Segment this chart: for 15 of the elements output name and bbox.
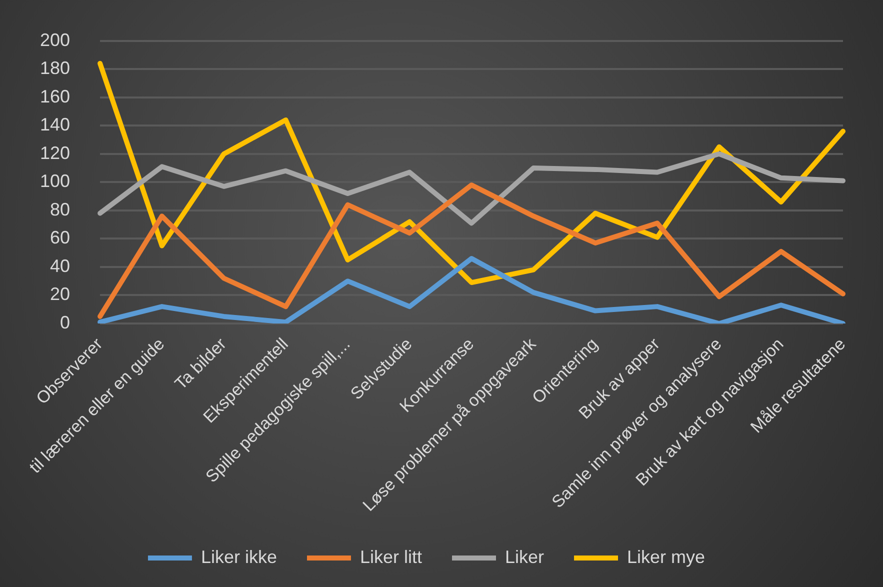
y-tick-label: 180 [40, 58, 70, 78]
y-tick-label: 100 [40, 171, 70, 192]
legend-label: Liker ikke [200, 546, 277, 567]
y-tick-label: 80 [50, 199, 70, 220]
y-tick-label: 20 [50, 284, 70, 304]
y-tick-label: 40 [50, 256, 70, 276]
y-tick-label: 200 [40, 30, 70, 50]
legend-label: Liker mye [627, 546, 706, 567]
y-tick-label: 160 [40, 86, 70, 106]
legend-label: Liker [505, 546, 544, 567]
y-tick-label: 0 [60, 312, 70, 332]
y-tick-label: 120 [40, 142, 70, 163]
y-tick-label: 140 [40, 114, 70, 135]
y-tick-label: 60 [50, 228, 70, 248]
legend-label: Liker litt [360, 546, 422, 567]
